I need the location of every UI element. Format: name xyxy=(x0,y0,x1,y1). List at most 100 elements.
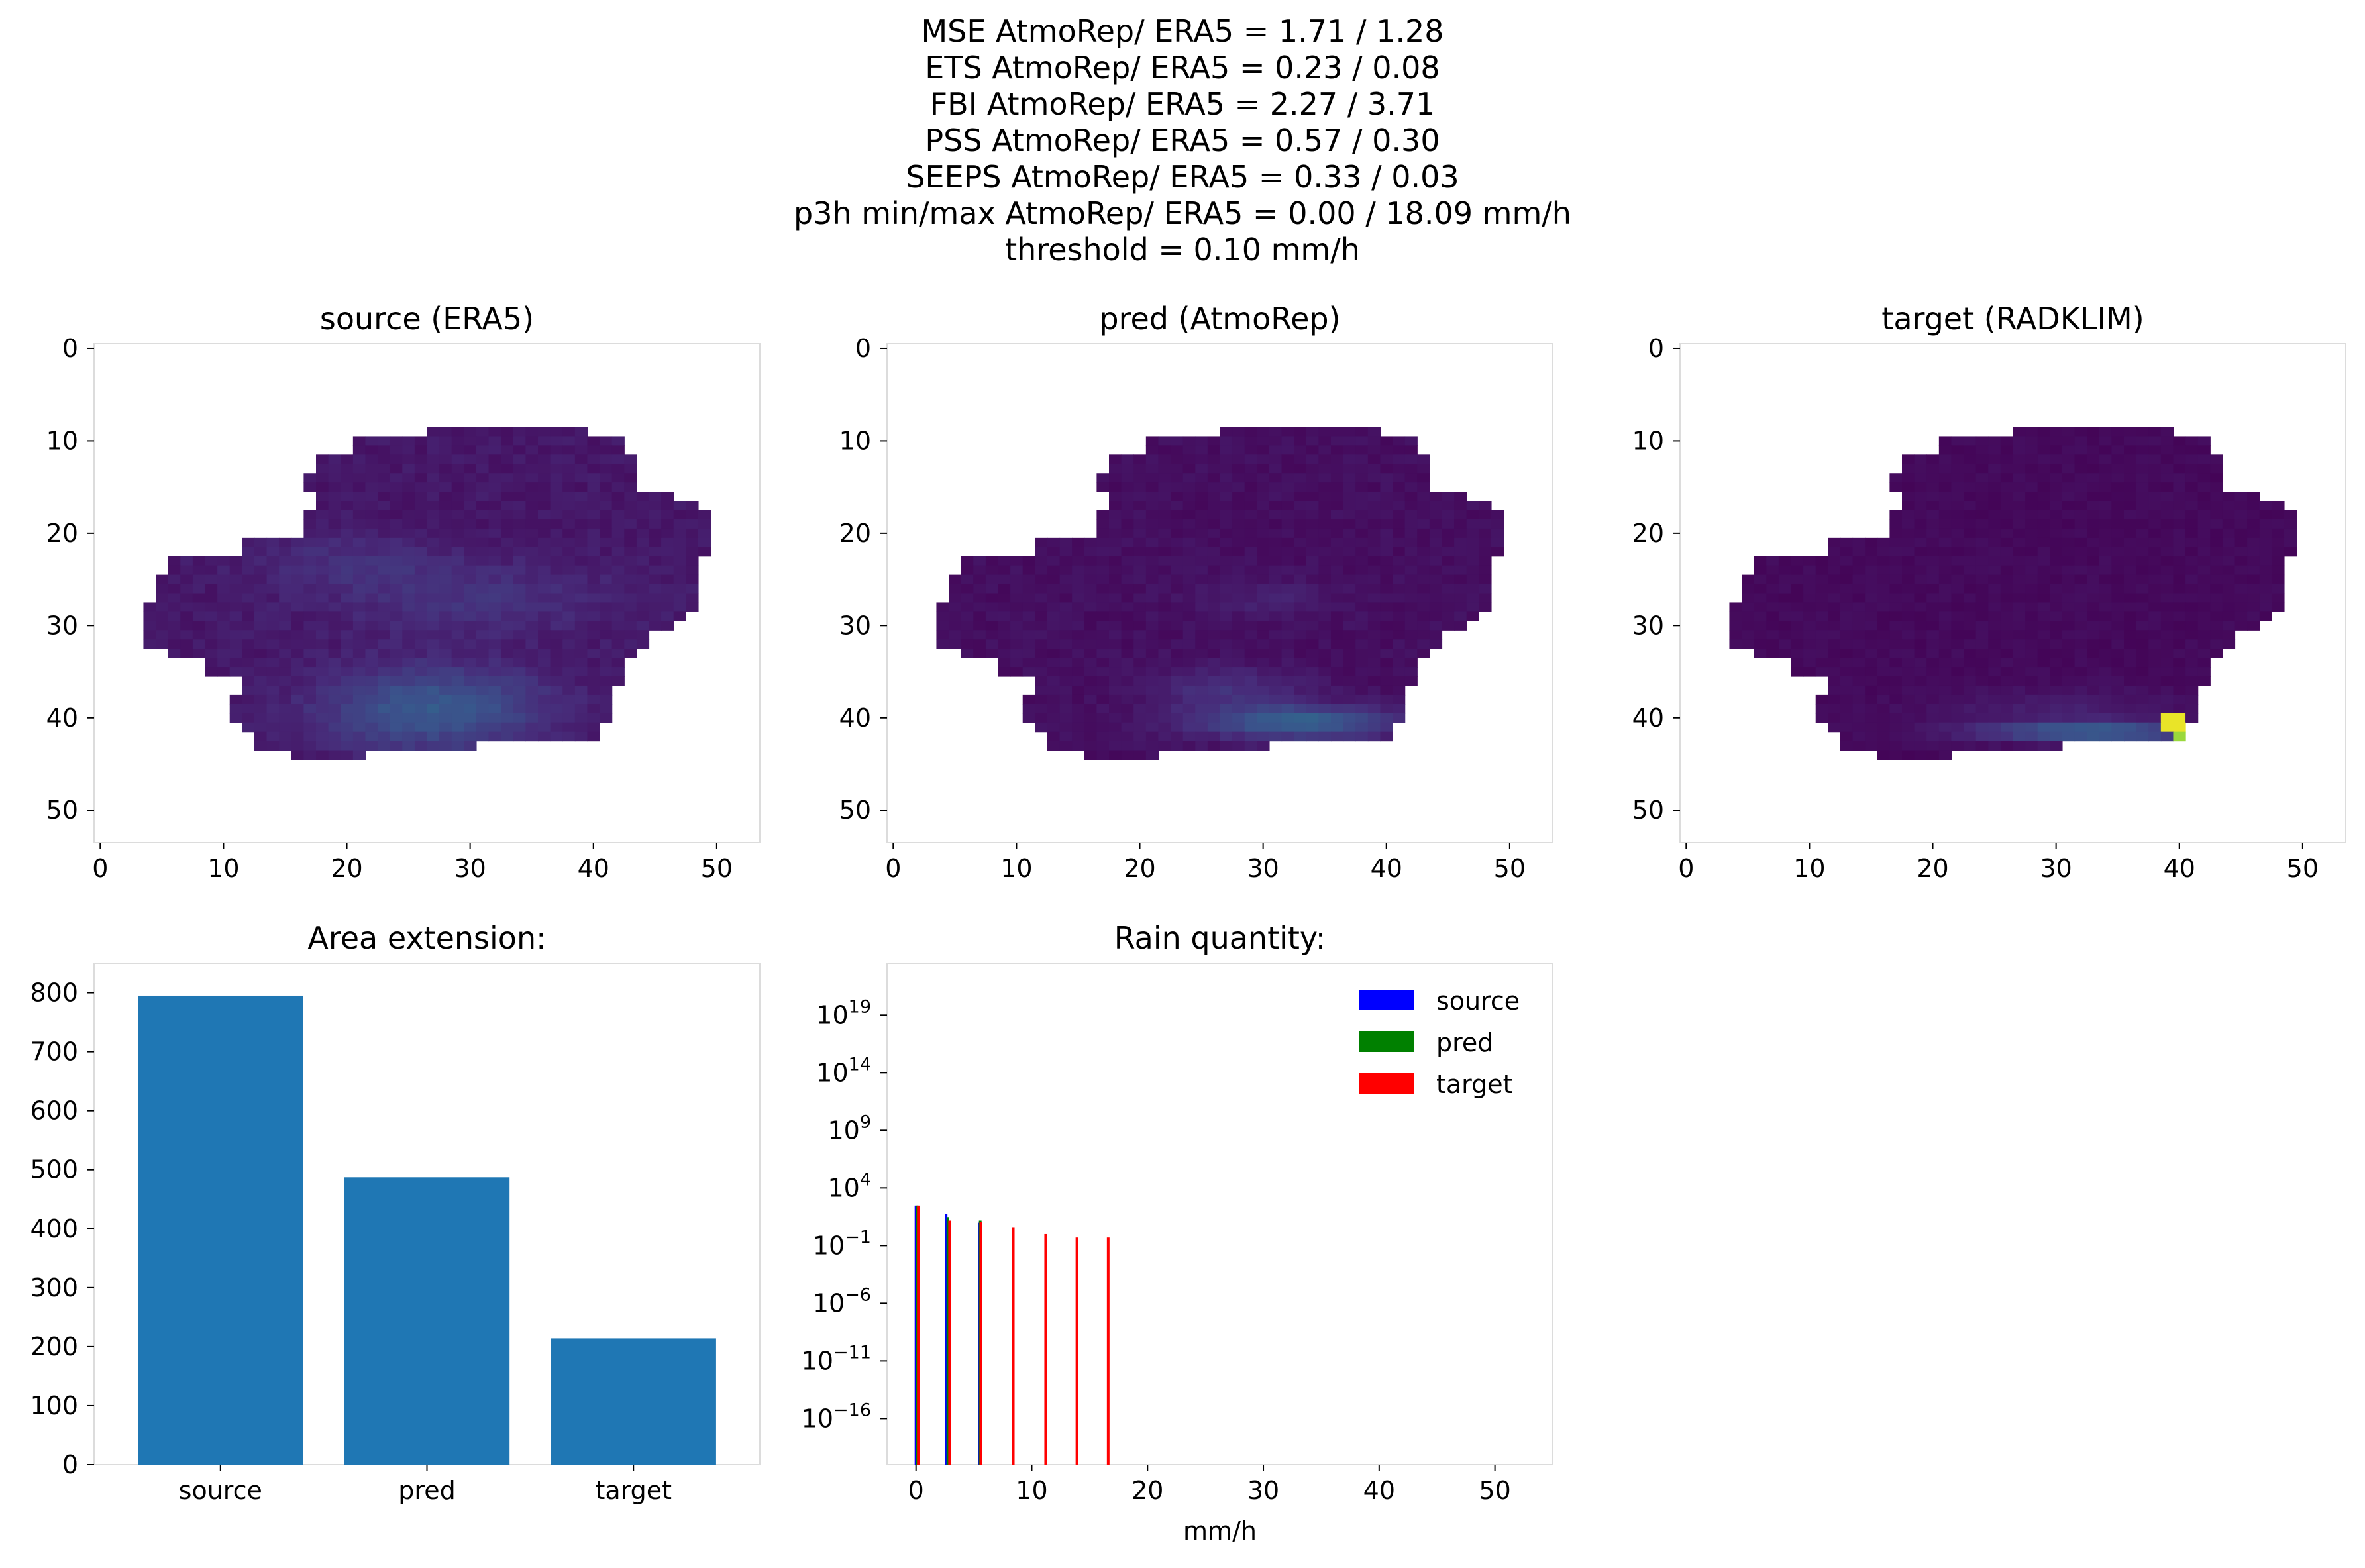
heatmap-cell xyxy=(316,593,329,603)
heatmap-cell xyxy=(2099,704,2112,714)
heatmap-cell xyxy=(600,593,613,603)
heatmap-cell xyxy=(1828,602,1841,612)
heatmap-cell xyxy=(2099,436,2112,446)
heatmap-cell xyxy=(1257,741,1270,751)
heatmap-cell xyxy=(352,639,366,649)
heatmap-cell xyxy=(1902,454,1915,464)
heatmap-cell xyxy=(1182,445,1196,455)
heatmap-cell xyxy=(1182,602,1196,612)
heatmap-cell xyxy=(525,482,539,492)
heatmap-cell xyxy=(1865,602,1878,612)
heatmap-cell xyxy=(1010,556,1024,566)
heatmap-cell xyxy=(1158,621,1171,631)
heatmap-cell xyxy=(1220,501,1233,511)
heatmap-cell xyxy=(2074,658,2087,668)
heatmap-cell xyxy=(1331,694,1344,705)
heatmap-cell xyxy=(488,454,501,464)
heatmap-cell xyxy=(1975,658,1989,668)
heatmap-cell xyxy=(1902,685,1915,696)
heatmap-cell xyxy=(303,602,317,612)
heatmap-cell xyxy=(985,584,999,594)
heatmap-cell xyxy=(1889,741,1903,751)
heatmap-cell xyxy=(1109,482,1122,492)
heatmap-cell xyxy=(1232,473,1245,483)
heatmap-cell xyxy=(1294,658,1307,668)
heatmap-cell xyxy=(2025,454,2038,464)
heatmap-cell xyxy=(1047,639,1061,649)
heatmap-cell xyxy=(1840,685,1854,696)
heatmap-cell xyxy=(427,611,440,621)
heatmap-cell xyxy=(2284,537,2297,548)
heatmap-cell xyxy=(254,611,268,621)
heatmap-cell xyxy=(352,713,366,723)
heatmap-cell xyxy=(464,565,477,576)
heatmap-cell xyxy=(390,621,403,631)
y-tick-label: 10 xyxy=(46,426,78,455)
heatmap-cell xyxy=(1442,584,1455,594)
heatmap-cell xyxy=(2124,473,2137,483)
heatmap-cell xyxy=(1232,741,1245,751)
heatmap-cell xyxy=(1393,593,1406,603)
heatmap-cell xyxy=(390,537,403,548)
heatmap-cell xyxy=(1084,750,1097,760)
heatmap-cell xyxy=(2136,510,2149,520)
heatmap-cell xyxy=(1121,658,1134,668)
heatmap-cell xyxy=(414,584,428,594)
heatmap-cell xyxy=(390,611,403,621)
heatmap-cell xyxy=(328,658,341,668)
heatmap-cell xyxy=(2062,694,2076,705)
heatmap-cell xyxy=(562,667,576,677)
heatmap-cell xyxy=(1355,713,1369,723)
heatmap-cell xyxy=(451,482,464,492)
heatmap-cell xyxy=(1914,722,1927,733)
heatmap-cell xyxy=(1171,482,1184,492)
heatmap-cell xyxy=(2087,537,2100,548)
heatmap-cell xyxy=(1158,473,1171,483)
heatmap-cell xyxy=(1343,537,1356,548)
heatmap-cell xyxy=(1791,639,1804,649)
heatmap-cell xyxy=(2013,639,2026,649)
heatmap-cell xyxy=(1442,501,1455,511)
heatmap-cell xyxy=(2160,528,2174,539)
heatmap-cell xyxy=(2247,501,2260,511)
heatmap-cell xyxy=(1393,667,1406,677)
heatmap-cell xyxy=(550,492,563,501)
heatmap-cell xyxy=(242,704,255,714)
heatmap-cell xyxy=(1244,464,1257,474)
heatmap-cell xyxy=(513,556,526,566)
heatmap-cell xyxy=(1988,685,2001,696)
heatmap-cell xyxy=(2173,685,2186,696)
heatmap-cell xyxy=(476,454,490,464)
heatmap-cell xyxy=(143,630,156,640)
heatmap-cell xyxy=(279,621,292,631)
heatmap-cell xyxy=(1975,593,1989,603)
heatmap-cell xyxy=(562,427,576,437)
heatmap-cell xyxy=(2136,482,2149,492)
heatmap-cell xyxy=(1318,611,1332,621)
heatmap-cell xyxy=(1865,667,1878,677)
heatmap-cell xyxy=(2000,464,2014,474)
heatmap-cell xyxy=(1393,547,1406,557)
heatmap-cell xyxy=(1269,492,1283,501)
heatmap-cell xyxy=(1926,731,1940,742)
heatmap-cell xyxy=(1059,565,1073,576)
heatmap-cell xyxy=(673,602,686,612)
heatmap-cell xyxy=(2148,704,2162,714)
heatmap-cell xyxy=(611,528,625,539)
heatmap-cell xyxy=(2013,667,2026,677)
heatmap-cell xyxy=(538,593,551,603)
heatmap-cell xyxy=(525,649,539,658)
heatmap-cell xyxy=(266,584,280,594)
heatmap-cell xyxy=(1306,528,1319,539)
heatmap-cell xyxy=(1195,731,1208,742)
heatmap-cell xyxy=(2025,704,2038,714)
heatmap-cell xyxy=(636,611,650,621)
heatmap-cell xyxy=(1902,630,1915,640)
heatmap-cell xyxy=(1938,649,1952,658)
heatmap-cell xyxy=(1877,630,1890,640)
heatmap-cell xyxy=(1257,436,1270,446)
heatmap-cell xyxy=(1491,519,1504,529)
heatmap-cell xyxy=(1914,676,1927,686)
heatmap-cell xyxy=(1404,492,1418,501)
